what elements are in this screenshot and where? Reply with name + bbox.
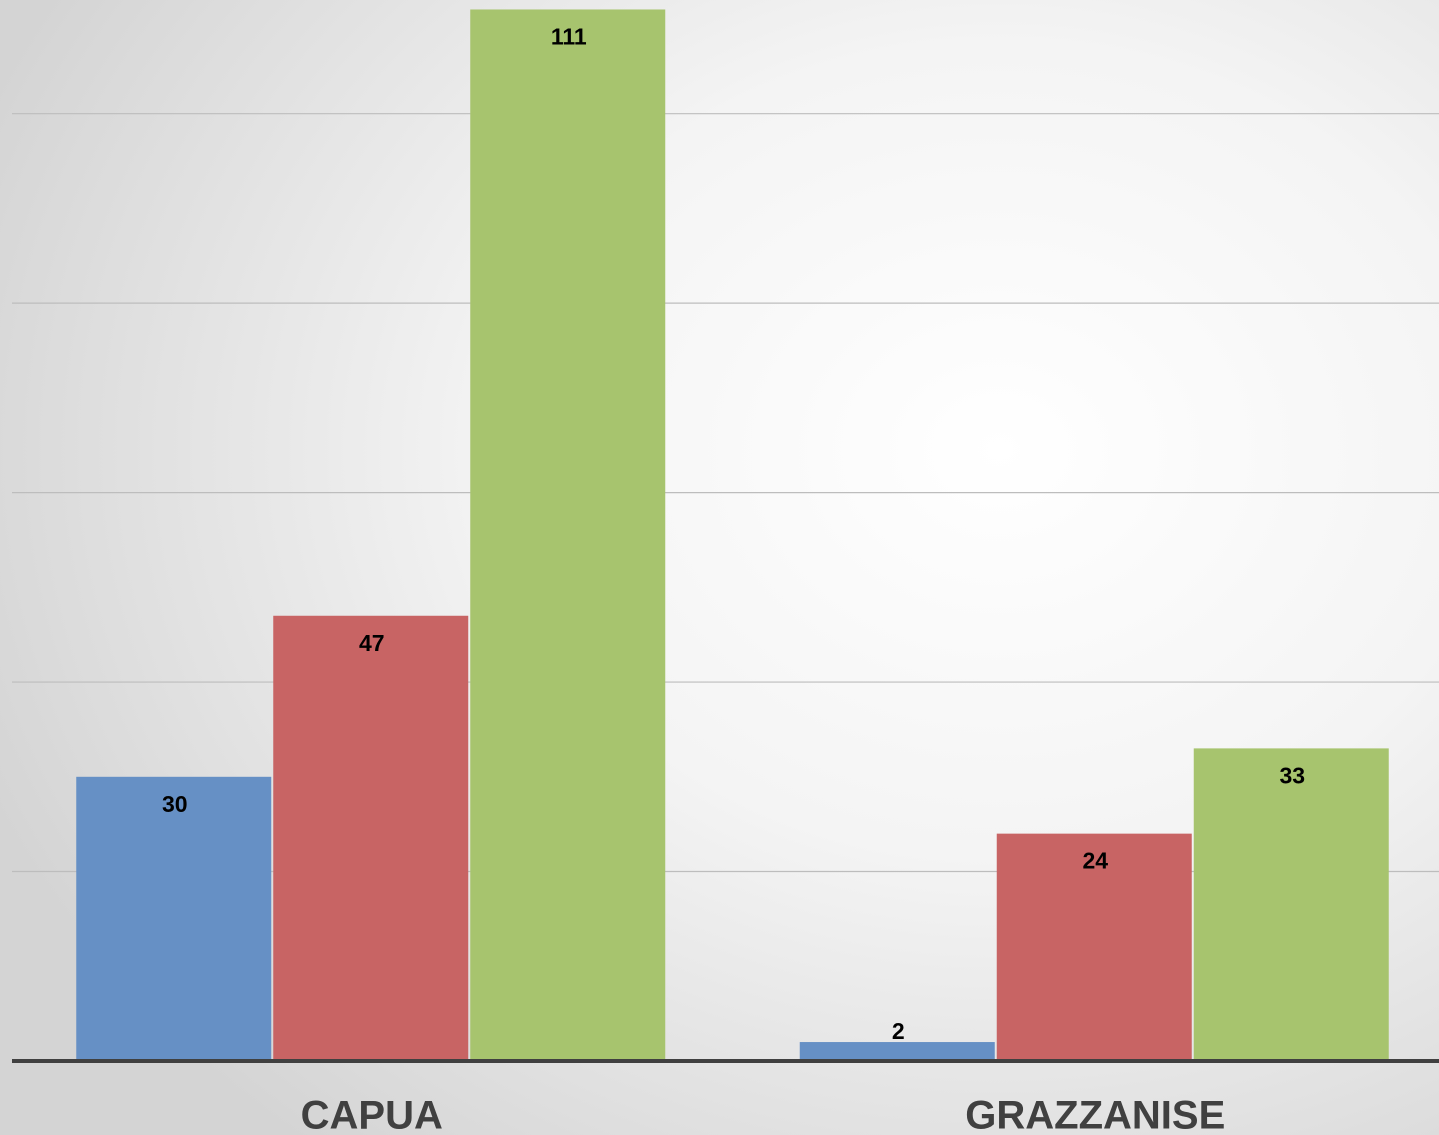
bar	[996, 833, 1192, 1061]
x-tick-label: CAPUA	[301, 1094, 443, 1135]
bar	[1193, 748, 1389, 1061]
value-label: 2	[892, 1018, 905, 1044]
value-label: 24	[1082, 848, 1108, 874]
value-label: 30	[162, 791, 188, 817]
value-label: 33	[1279, 762, 1305, 788]
bar	[273, 615, 469, 1061]
value-label: 47	[359, 630, 385, 656]
value-label: 111	[551, 24, 587, 50]
bar	[76, 776, 272, 1061]
x-tick-label: GRAZZANISE	[965, 1094, 1225, 1135]
bar	[470, 9, 666, 1061]
bar	[799, 1042, 995, 1061]
